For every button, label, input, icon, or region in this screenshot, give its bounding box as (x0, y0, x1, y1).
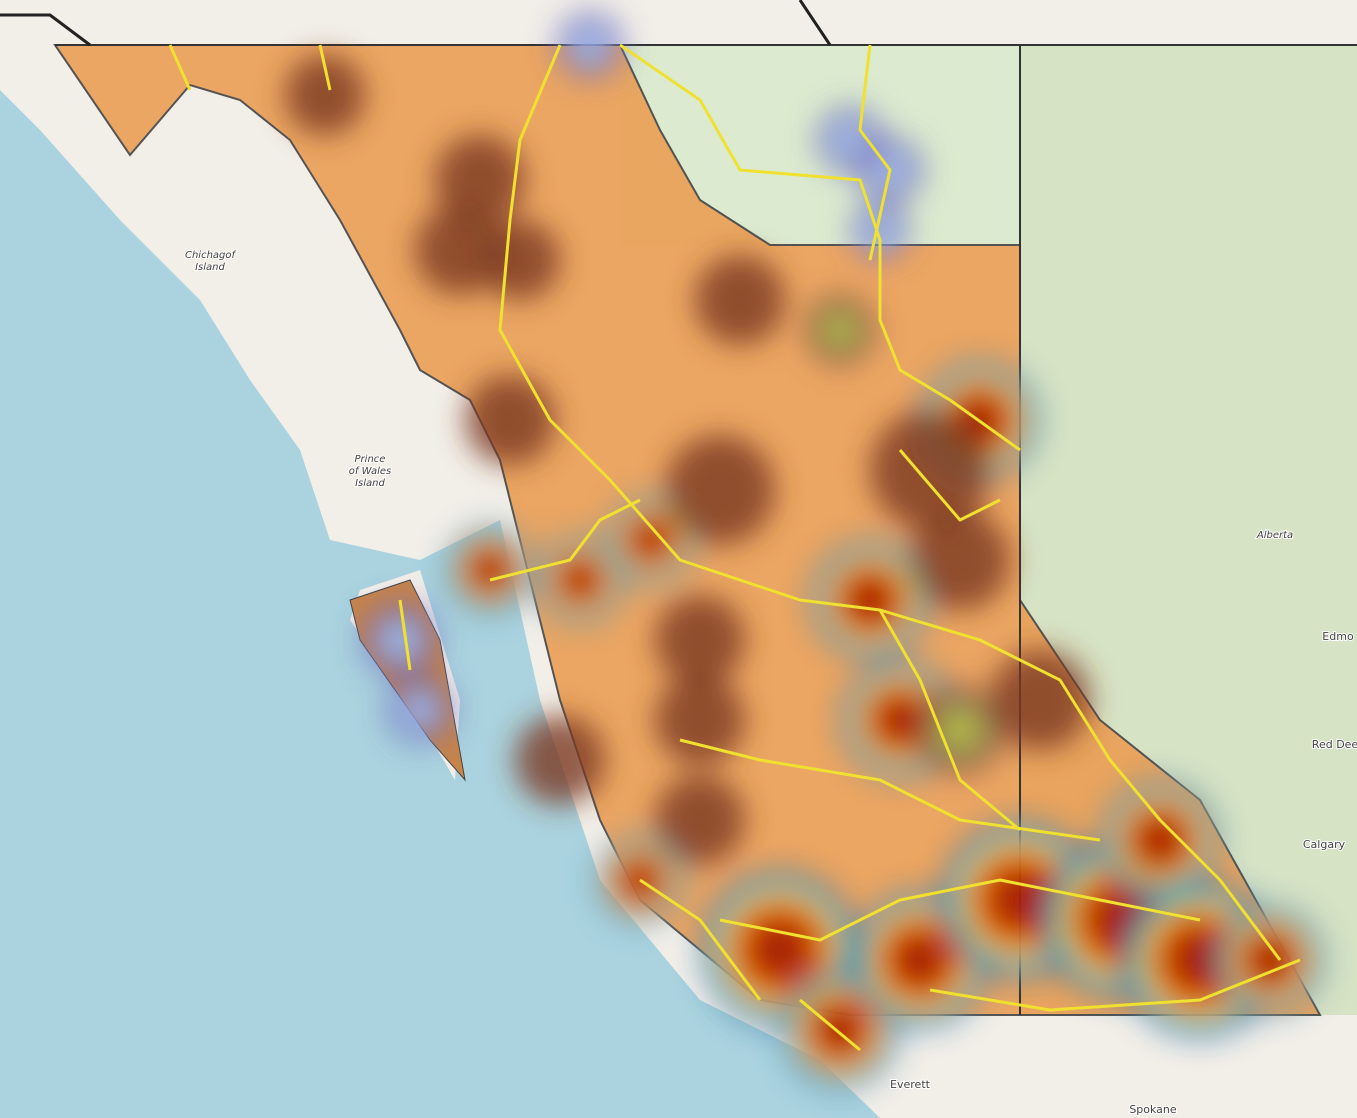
road (398, 449, 1001, 671)
place-label: Alberta (1256, 530, 1293, 541)
place-label: Edmo (1322, 630, 1354, 643)
place-label: Everett (890, 1078, 931, 1091)
place-label: Island (355, 478, 385, 489)
heat-spot (695, 255, 785, 345)
heat-spot (845, 195, 915, 265)
heat-spot (435, 135, 525, 225)
heat-spot (445, 525, 535, 615)
heatmap (285, 5, 1325, 1090)
heat-spot (465, 375, 555, 465)
heat-spot (665, 435, 775, 545)
heat-spot (800, 290, 880, 370)
road (858, 44, 892, 261)
place-label: Calgary (1303, 838, 1346, 851)
heat-spot (1215, 905, 1325, 1015)
heat-spot (515, 715, 605, 805)
road (679, 738, 1201, 942)
road (639, 878, 1301, 1052)
place-label: Chichagof (185, 250, 237, 261)
heat-spot (910, 510, 1010, 610)
road (489, 498, 1282, 961)
place-label: Island (195, 262, 225, 273)
heat-spot (355, 595, 445, 685)
heat-spot (535, 535, 625, 625)
heat-spot (870, 410, 990, 530)
place-label: Spokane (1129, 1103, 1177, 1116)
heat-spot (380, 670, 460, 750)
heat-spot (1100, 780, 1220, 900)
roads (168, 43, 1301, 1052)
place-label: Prince (355, 454, 386, 465)
road (168, 44, 1021, 832)
border (0, 0, 832, 47)
heat-spot (810, 540, 930, 660)
heat-spot (285, 55, 365, 135)
heat-spot (910, 680, 1010, 780)
heat-spot (655, 775, 745, 865)
road (619, 43, 1021, 452)
heat-spot (480, 220, 560, 300)
place-label: of Wales (349, 466, 391, 477)
heat-spot (655, 675, 745, 765)
place-label: Red Dee (1312, 738, 1357, 751)
heat-spot (990, 650, 1090, 750)
heat-spot (655, 595, 745, 685)
heat-spot (550, 5, 630, 85)
